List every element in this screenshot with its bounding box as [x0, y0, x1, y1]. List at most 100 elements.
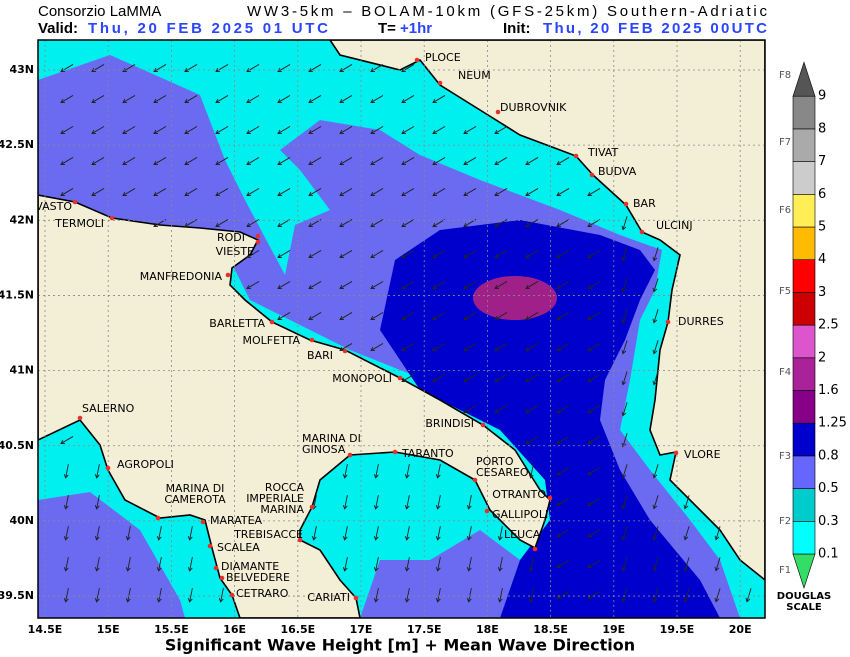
city-dot — [255, 239, 261, 245]
lon-label: 16E — [223, 623, 246, 636]
city-label: BARI — [307, 349, 333, 362]
city-label: SALERNO — [82, 402, 135, 415]
arrow — [494, 126, 508, 135]
city-dot — [484, 508, 490, 514]
arrow — [370, 64, 384, 73]
arrow — [745, 588, 752, 603]
legend-level: 3 — [818, 285, 826, 300]
arrow — [466, 588, 472, 603]
arrow — [401, 126, 415, 135]
city-dot — [589, 172, 595, 178]
arrow — [404, 588, 410, 603]
arrow — [91, 126, 105, 135]
arrow — [311, 526, 317, 541]
arrow — [373, 588, 379, 603]
arrow — [187, 526, 193, 541]
legend-level: 2 — [818, 350, 826, 365]
city-label: CETRARO — [236, 587, 289, 600]
douglas-label: F2 — [779, 516, 791, 527]
arrow — [308, 95, 322, 104]
arrow — [342, 557, 348, 572]
arrow — [587, 374, 601, 383]
city-dot — [480, 422, 486, 428]
arrow — [339, 188, 353, 197]
legend-level: 2.5 — [818, 318, 839, 333]
city-dot — [72, 199, 78, 205]
city-dot — [347, 452, 353, 458]
sea-medium-tyrrhenian — [38, 492, 185, 618]
city-label: IMPERIALE — [246, 492, 304, 505]
lon-label: 19E — [602, 623, 625, 636]
arrow — [184, 219, 198, 228]
arrow — [621, 588, 628, 603]
city-label: MARINA DI — [166, 482, 225, 495]
arrow — [497, 526, 503, 541]
arrow — [246, 126, 260, 135]
arrow — [187, 557, 193, 572]
arrow — [184, 126, 198, 135]
arrow — [401, 188, 415, 197]
arrow — [215, 157, 229, 166]
arrow — [94, 526, 100, 541]
arrow — [435, 495, 441, 510]
arrow — [494, 374, 508, 383]
arrow — [556, 157, 570, 166]
city-label: BRINDISI — [425, 417, 474, 430]
arrow — [94, 557, 100, 572]
arrow — [370, 312, 384, 321]
arrow — [432, 95, 446, 104]
arrow — [60, 157, 74, 166]
arrow — [587, 343, 601, 352]
arrow — [652, 371, 659, 386]
arrow — [184, 157, 198, 166]
arrow — [187, 588, 193, 603]
legend-level: 6 — [818, 187, 826, 202]
arrow — [277, 281, 291, 290]
arrow — [308, 281, 322, 290]
arrow — [339, 64, 353, 73]
city-dot — [207, 543, 213, 549]
arrow — [63, 495, 69, 510]
arrow — [60, 95, 74, 104]
arrow — [556, 281, 570, 290]
arrow — [404, 464, 410, 479]
arrow — [587, 188, 601, 197]
arrow — [370, 250, 384, 259]
init-time: Thu, 20 FEB 2025 00UTC — [543, 20, 767, 37]
arrow — [494, 157, 508, 166]
lat-label: 41.5N — [0, 288, 34, 301]
city-dot — [105, 465, 111, 471]
arrow — [587, 436, 601, 445]
arrow — [556, 312, 570, 321]
arrow — [587, 529, 601, 538]
city-label: BAR — [633, 197, 656, 210]
arrow — [370, 188, 384, 197]
city-label: MANFREDONIA — [140, 270, 223, 283]
scale-title: SCALE — [786, 602, 822, 613]
legend-level: 7 — [818, 154, 826, 169]
arrow — [215, 126, 229, 135]
arrow — [525, 436, 539, 445]
arrow — [652, 247, 659, 262]
city-label: LEUCA — [504, 528, 541, 541]
city-dot — [353, 595, 359, 601]
arrow — [556, 374, 570, 383]
arrow — [466, 557, 472, 572]
arrow — [714, 588, 721, 603]
lon-label: 16.5E — [280, 623, 315, 636]
arrow — [339, 219, 353, 228]
city-dot — [623, 201, 629, 207]
arrow — [556, 219, 570, 228]
legend-level: 1.6 — [818, 383, 839, 398]
arrow — [497, 557, 503, 572]
city-label: MARINA — [260, 503, 304, 516]
org: Consorzio LaMMA — [38, 3, 161, 20]
arrow — [494, 250, 508, 259]
arrow — [432, 343, 446, 352]
arrow — [153, 126, 167, 135]
step: +1hr — [400, 20, 432, 37]
arrow — [466, 526, 472, 541]
map-frame — [37, 39, 766, 619]
lat-label: 42N — [9, 213, 34, 226]
